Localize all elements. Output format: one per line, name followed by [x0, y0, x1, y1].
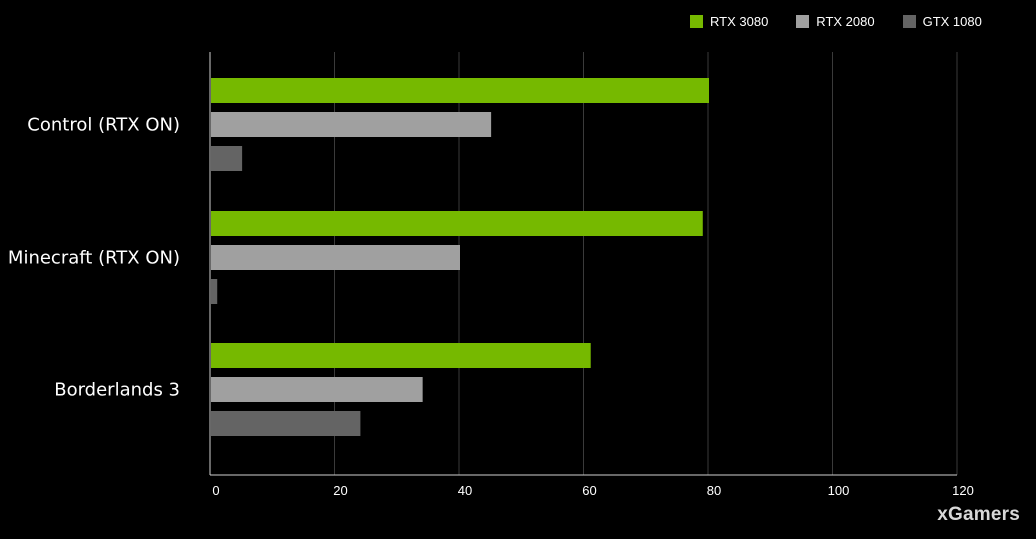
legend-swatch-rtx-3080 — [690, 15, 703, 28]
category-label: Minecraft (RTX ON) — [8, 248, 180, 269]
bar-rtx-2080 — [211, 112, 492, 137]
bar-rtx-3080 — [211, 211, 703, 236]
bar-rtx-3080 — [211, 78, 709, 103]
category-label: Borderlands 3 — [54, 380, 180, 401]
legend-item-rtx-2080: RTX 2080 — [796, 14, 875, 29]
x-tick-label: 120 — [952, 483, 974, 498]
legend-swatch-rtx-2080 — [796, 15, 810, 28]
x-tick-label: 20 — [333, 483, 347, 498]
legend-label-rtx-2080: RTX 2080 — [816, 14, 875, 29]
x-tick-label: 100 — [828, 483, 850, 498]
legend-label-rtx-3080: RTX 3080 — [710, 14, 769, 29]
bar-rtx-2080 — [211, 245, 460, 270]
bar-gtx-1080 — [211, 146, 243, 171]
legend-swatch-gtx-1080 — [902, 15, 916, 28]
bar-gtx-1080 — [211, 411, 361, 436]
legend-item-gtx-1080: GTX 1080 — [902, 14, 982, 29]
legend-item-rtx-3080: RTX 3080 — [690, 14, 768, 29]
bar-rtx-3080 — [211, 343, 591, 368]
x-tick-label: 40 — [458, 483, 472, 498]
x-tick-label: 0 — [212, 483, 219, 498]
bar-gtx-1080 — [211, 279, 218, 304]
bar-rtx-2080 — [211, 377, 423, 402]
watermark-logo: xGamers — [937, 504, 1020, 525]
x-tick-label: 80 — [707, 483, 721, 498]
x-tick-label: 60 — [582, 483, 596, 498]
chart-legend: RTX 3080 RTX 2080 GTX 1080 — [690, 14, 1010, 29]
legend-label-gtx-1080: GTX 1080 — [922, 14, 982, 29]
category-label: Control (RTX ON) — [27, 115, 180, 136]
